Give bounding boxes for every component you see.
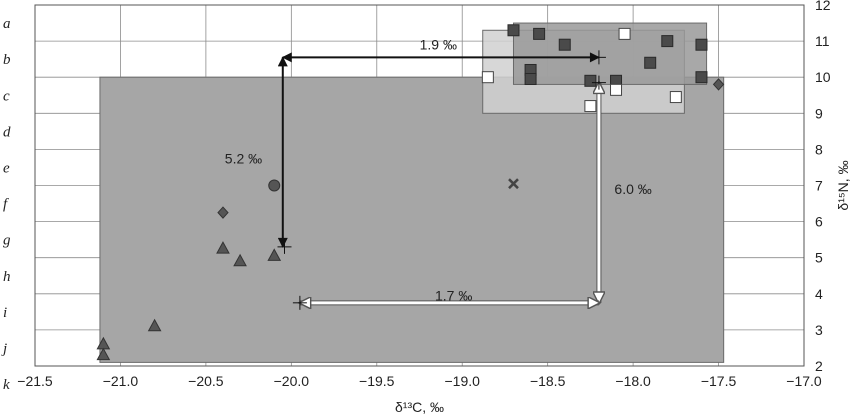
point-square-dark	[644, 56, 657, 69]
point-square-dark	[507, 24, 520, 37]
arrows	[277, 52, 599, 302]
row-label: j	[1, 341, 7, 357]
annotation-label: 5.2 ‰	[225, 150, 262, 166]
point-square-dark	[558, 38, 571, 51]
point-triangle	[233, 253, 247, 267]
point-square-open	[618, 27, 631, 40]
row-label: e	[3, 160, 10, 176]
x-tick-label: −18.5	[530, 373, 566, 389]
row-label: b	[3, 52, 11, 68]
annotation-label: 1.9 ‰	[420, 37, 457, 53]
data-points	[96, 24, 725, 361]
point-square-open	[584, 100, 597, 113]
y-tick-label: 10	[815, 69, 831, 85]
x-tick-label: −17.5	[701, 373, 737, 389]
point-square-dark	[695, 38, 708, 51]
row-label: i	[3, 305, 7, 321]
annotation-label: 1.7 ‰	[435, 288, 472, 304]
point-square-open	[669, 91, 682, 104]
x-tick-label: −21.5	[17, 373, 53, 389]
x-tick-label: −19.0	[445, 373, 481, 389]
labels: 1.9 ‰ 5.2 ‰ 6.0 ‰ 1.7 ‰	[225, 37, 652, 304]
y-tick-label: 12	[815, 0, 831, 13]
x-tick-label: −20.5	[188, 373, 224, 389]
row-label: f	[3, 197, 9, 213]
point-cross	[508, 178, 519, 190]
range-boxes	[99, 22, 725, 363]
point-diamond	[712, 78, 725, 91]
x-tick-label: −21.0	[103, 373, 139, 389]
range-box-1	[99, 76, 725, 363]
annotation-label: 6.0 ‰	[614, 181, 651, 197]
point-triangle	[147, 318, 162, 332]
row-label: g	[3, 233, 11, 249]
point-square-dark	[661, 35, 674, 48]
row-label: d	[3, 124, 11, 140]
mean-mark	[591, 75, 606, 90]
y-tick-label: 5	[815, 250, 823, 266]
x-tick-label: −18.0	[615, 373, 651, 389]
mean-mark	[292, 295, 307, 310]
y-tick-label: 11	[815, 33, 830, 49]
x-tick-label: −19.5	[359, 373, 395, 389]
x-tick-label: −20.0	[274, 373, 310, 389]
mean-mark	[591, 50, 606, 65]
plot-frame	[34, 4, 805, 367]
x-axis-title: δ¹³C, ‰	[395, 399, 444, 415]
y-tick-label: 4	[815, 286, 823, 302]
y-tick-label: 8	[815, 141, 823, 157]
point-triangle	[267, 248, 282, 261]
point-cross-stroke	[508, 178, 519, 190]
point-square-dark	[584, 74, 597, 87]
y-tick-label: 6	[815, 214, 823, 230]
point-square-open	[481, 71, 494, 84]
point-square-open	[610, 83, 623, 96]
x-tick-label: −17.0	[786, 373, 822, 389]
y-tick-label: 9	[815, 105, 823, 121]
y-axis-title: δ¹⁵N, ‰	[835, 160, 851, 210]
point-diamond	[217, 206, 229, 219]
point-square-dark	[524, 73, 537, 86]
y-tick-label: 7	[815, 178, 823, 194]
mean-mark	[277, 239, 292, 254]
row-label: k	[3, 377, 10, 393]
point-square-dark	[533, 27, 546, 40]
row-label: h	[3, 269, 11, 285]
point-triangle	[96, 347, 111, 361]
y-tick-label: 2	[815, 358, 823, 374]
point-square-dark	[695, 71, 708, 84]
point-circle	[268, 179, 281, 192]
point-triangle	[216, 241, 230, 254]
row-label: a	[3, 16, 11, 32]
row-label: c	[3, 88, 10, 104]
y-tick-label: 3	[815, 322, 823, 338]
